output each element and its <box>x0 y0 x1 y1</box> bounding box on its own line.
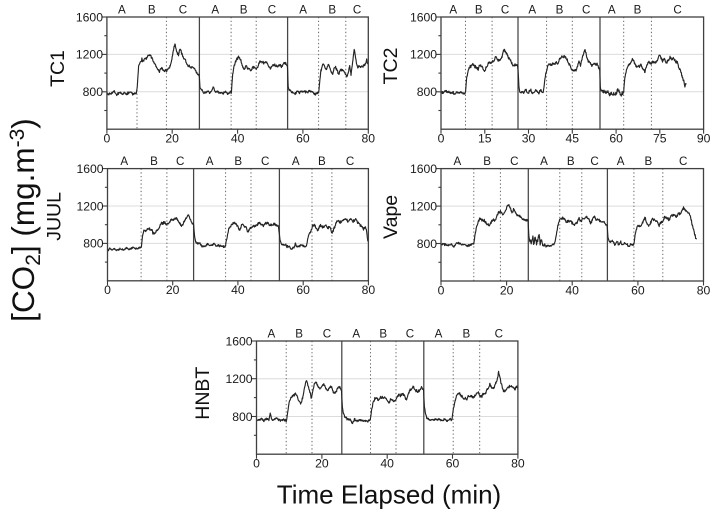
svg-text:B: B <box>240 4 248 17</box>
svg-text:60: 60 <box>446 457 460 471</box>
svg-text:B: B <box>295 328 303 341</box>
svg-text:1200: 1200 <box>76 48 103 62</box>
svg-text:800: 800 <box>417 237 438 251</box>
svg-text:75: 75 <box>653 132 667 146</box>
svg-text:30: 30 <box>522 132 536 146</box>
svg-text:0: 0 <box>438 132 445 146</box>
svg-text:C: C <box>268 4 276 17</box>
svg-text:A: A <box>608 4 616 17</box>
svg-text:C: C <box>323 328 331 341</box>
svg-text:15: 15 <box>478 132 492 146</box>
svg-text:C: C <box>501 4 509 17</box>
svg-text:1600: 1600 <box>225 334 252 348</box>
svg-text:80: 80 <box>362 132 376 146</box>
svg-text:90: 90 <box>697 132 711 146</box>
svg-text:A: A <box>449 4 457 17</box>
svg-text:1600: 1600 <box>76 10 103 24</box>
svg-text:B: B <box>475 4 483 17</box>
svg-text:20: 20 <box>166 283 180 297</box>
svg-text:60: 60 <box>296 132 310 146</box>
svg-text:0: 0 <box>104 283 111 297</box>
svg-text:800: 800 <box>232 410 253 424</box>
svg-text:B: B <box>483 155 491 168</box>
svg-text:TC1: TC1 <box>47 50 69 87</box>
svg-text:20: 20 <box>315 457 329 471</box>
svg-text:80: 80 <box>362 283 376 297</box>
svg-text:A: A <box>435 328 443 341</box>
svg-text:C: C <box>590 155 598 168</box>
svg-text:HNBT: HNBT <box>192 367 214 420</box>
svg-text:40: 40 <box>380 457 394 471</box>
svg-text:1600: 1600 <box>410 162 437 176</box>
svg-text:C: C <box>179 4 187 17</box>
svg-text:45: 45 <box>566 132 580 146</box>
svg-text:C: C <box>673 4 681 17</box>
svg-text:A: A <box>211 4 219 17</box>
svg-text:B: B <box>379 328 387 341</box>
svg-text:B: B <box>328 4 336 17</box>
svg-text:C: C <box>346 155 354 168</box>
svg-text:800: 800 <box>83 237 104 251</box>
svg-text:60: 60 <box>609 132 623 146</box>
svg-text:800: 800 <box>417 85 438 99</box>
svg-text:[CO2] (mg.m-3): [CO2] (mg.m-3) <box>5 118 45 322</box>
svg-text:B: B <box>567 155 575 168</box>
svg-text:60: 60 <box>296 283 310 297</box>
svg-text:A: A <box>118 4 126 17</box>
svg-text:1200: 1200 <box>225 372 252 386</box>
svg-text:0: 0 <box>438 283 445 297</box>
svg-text:1200: 1200 <box>76 199 103 213</box>
svg-text:C: C <box>406 328 414 341</box>
svg-text:C: C <box>353 4 361 17</box>
svg-text:B: B <box>234 155 242 168</box>
svg-text:B: B <box>556 4 564 17</box>
svg-text:40: 40 <box>231 283 245 297</box>
svg-text:C: C <box>679 155 687 168</box>
svg-text:C: C <box>495 328 503 341</box>
svg-text:JUUL: JUUL <box>44 192 66 241</box>
svg-text:B: B <box>645 155 653 168</box>
svg-text:C: C <box>582 4 590 17</box>
svg-text:B: B <box>148 4 156 17</box>
svg-text:20: 20 <box>165 132 179 146</box>
svg-text:1600: 1600 <box>76 162 103 176</box>
svg-text:20: 20 <box>500 283 514 297</box>
svg-text:C: C <box>261 155 269 168</box>
svg-text:A: A <box>299 4 307 17</box>
svg-text:A: A <box>528 4 536 17</box>
svg-text:C: C <box>510 155 518 168</box>
svg-text:1600: 1600 <box>410 10 437 24</box>
svg-text:A: A <box>206 155 214 168</box>
svg-text:B: B <box>463 328 471 341</box>
svg-text:0: 0 <box>104 132 111 146</box>
svg-text:A: A <box>617 155 625 168</box>
svg-text:A: A <box>352 328 360 341</box>
svg-text:A: A <box>120 155 128 168</box>
svg-text:A: A <box>454 155 462 168</box>
svg-text:C: C <box>176 155 184 168</box>
svg-text:80: 80 <box>697 283 711 297</box>
svg-text:1200: 1200 <box>410 199 437 213</box>
svg-text:1200: 1200 <box>410 48 437 62</box>
svg-text:A: A <box>540 155 548 168</box>
svg-text:Vape: Vape <box>380 195 402 239</box>
svg-text:80: 80 <box>511 457 525 471</box>
svg-text:60: 60 <box>631 283 645 297</box>
svg-text:B: B <box>150 155 158 168</box>
svg-text:Time Elapsed (min): Time Elapsed (min) <box>277 480 501 510</box>
svg-text:0: 0 <box>253 457 260 471</box>
svg-text:800: 800 <box>83 85 104 99</box>
svg-text:40: 40 <box>565 283 579 297</box>
svg-text:A: A <box>292 155 300 168</box>
svg-text:B: B <box>318 155 326 168</box>
svg-text:B: B <box>634 4 642 17</box>
svg-text:A: A <box>268 328 276 341</box>
svg-text:TC2: TC2 <box>380 48 402 85</box>
svg-text:40: 40 <box>231 132 245 146</box>
